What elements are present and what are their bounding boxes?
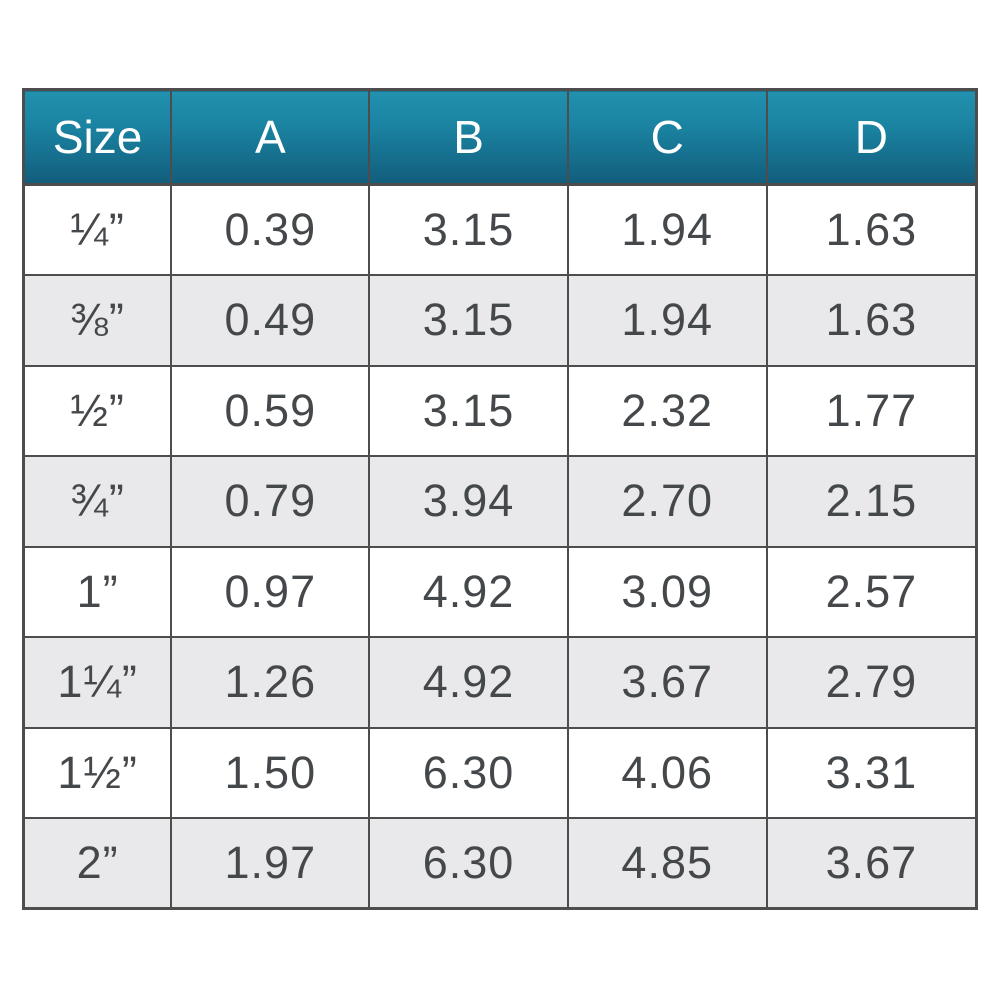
dim-b-cell: 3.15 <box>368 183 569 276</box>
dim-a-cell: 0.49 <box>170 274 371 367</box>
dim-d-cell: 1.77 <box>765 364 978 457</box>
dim-b-cell: 6.30 <box>368 817 569 910</box>
dim-b-cell: 4.92 <box>368 636 569 729</box>
dim-d-cell: 2.79 <box>765 636 978 729</box>
table-header: Size A B C D <box>22 88 978 186</box>
size-cell: ⅜” <box>22 274 173 367</box>
dim-a-cell: 0.79 <box>170 455 371 548</box>
table-row: 1¼” 1.26 4.92 3.67 2.79 <box>22 636 978 729</box>
dim-b-cell: 3.94 <box>368 455 569 548</box>
column-header-a: A <box>170 88 371 186</box>
dim-d-cell: 3.31 <box>765 726 978 819</box>
dim-d-cell: 1.63 <box>765 274 978 367</box>
dim-b-cell: 3.15 <box>368 274 569 367</box>
column-header-c: C <box>566 88 768 186</box>
dim-c-cell: 3.09 <box>566 545 768 638</box>
table-row: 1” 0.97 4.92 3.09 2.57 <box>22 545 978 638</box>
size-dimensions-table: Size A B C D ¼” 0.39 3.15 1.94 1.63 ⅜” 0… <box>22 88 978 910</box>
dim-b-cell: 4.92 <box>368 545 569 638</box>
dim-c-cell: 1.94 <box>566 183 768 276</box>
dim-c-cell: 4.06 <box>566 726 768 819</box>
dim-a-cell: 0.97 <box>170 545 371 638</box>
table-row: ½” 0.59 3.15 2.32 1.77 <box>22 364 978 457</box>
header-row: Size A B C D <box>22 88 978 186</box>
table-row: 2” 1.97 6.30 4.85 3.67 <box>22 817 978 910</box>
dim-c-cell: 2.32 <box>566 364 768 457</box>
column-header-b: B <box>368 88 569 186</box>
table-row: ⅜” 0.49 3.15 1.94 1.63 <box>22 274 978 367</box>
column-header-size: Size <box>22 88 173 186</box>
size-cell: 1½” <box>22 726 173 819</box>
dim-c-cell: 2.70 <box>566 455 768 548</box>
dim-b-cell: 3.15 <box>368 364 569 457</box>
size-cell: ¾” <box>22 455 173 548</box>
size-cell: 2” <box>22 817 173 910</box>
column-header-d: D <box>765 88 978 186</box>
dim-d-cell: 2.57 <box>765 545 978 638</box>
size-dimensions-table-container: Size A B C D ¼” 0.39 3.15 1.94 1.63 ⅜” 0… <box>22 88 978 910</box>
dim-d-cell: 2.15 <box>765 455 978 548</box>
dim-c-cell: 1.94 <box>566 274 768 367</box>
table-row: ¾” 0.79 3.94 2.70 2.15 <box>22 455 978 548</box>
table-row: ¼” 0.39 3.15 1.94 1.63 <box>22 183 978 276</box>
size-cell: ½” <box>22 364 173 457</box>
dim-a-cell: 0.59 <box>170 364 371 457</box>
dim-a-cell: 1.50 <box>170 726 371 819</box>
size-cell: ¼” <box>22 183 173 276</box>
size-cell: 1” <box>22 545 173 638</box>
dim-a-cell: 1.26 <box>170 636 371 729</box>
dim-b-cell: 6.30 <box>368 726 569 819</box>
dim-a-cell: 1.97 <box>170 817 371 910</box>
dim-d-cell: 1.63 <box>765 183 978 276</box>
dim-c-cell: 4.85 <box>566 817 768 910</box>
dim-d-cell: 3.67 <box>765 817 978 910</box>
table-row: 1½” 1.50 6.30 4.06 3.31 <box>22 726 978 819</box>
table-body: ¼” 0.39 3.15 1.94 1.63 ⅜” 0.49 3.15 1.94… <box>22 183 978 910</box>
dim-a-cell: 0.39 <box>170 183 371 276</box>
size-cell: 1¼” <box>22 636 173 729</box>
dim-c-cell: 3.67 <box>566 636 768 729</box>
